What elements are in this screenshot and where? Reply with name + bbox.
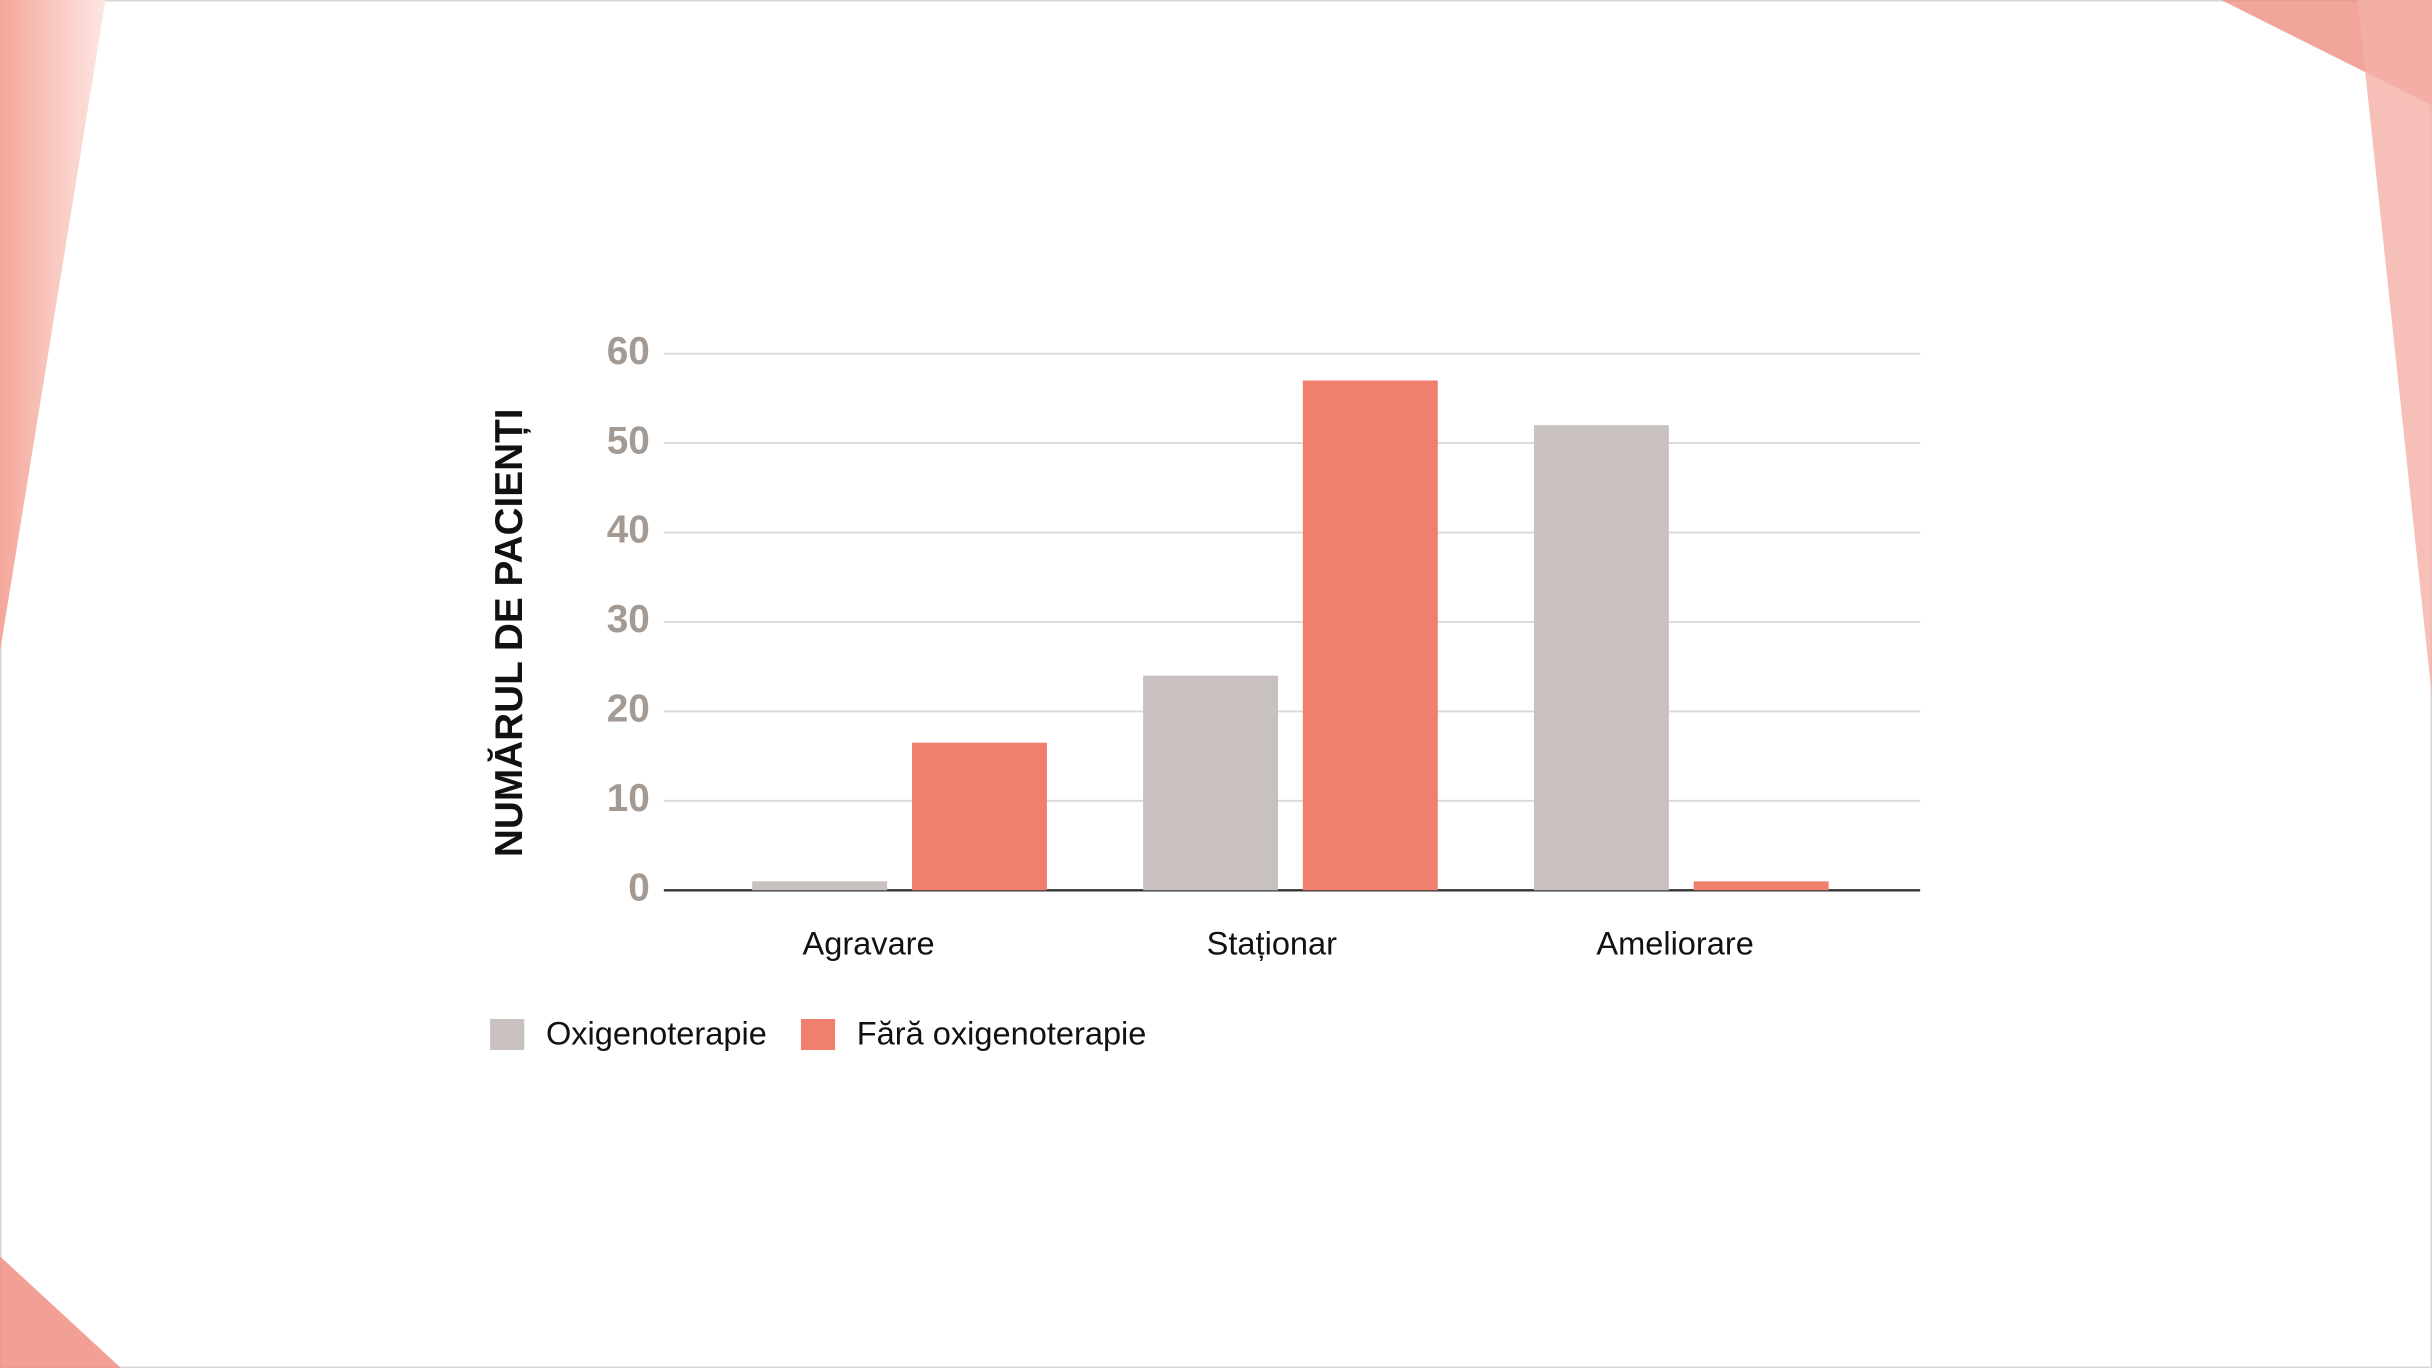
y-tick-label: 60 — [607, 330, 650, 373]
bar — [1693, 881, 1829, 891]
decor — [0, 0, 106, 652]
bar — [1143, 675, 1279, 891]
y-tick-label: 0 — [628, 867, 650, 910]
y-tick-label: 20 — [607, 688, 650, 731]
bar — [1302, 380, 1438, 891]
y-tick-label: 10 — [607, 777, 650, 820]
y-tick-label: 50 — [607, 419, 650, 462]
x-tick-label: Agravare — [803, 926, 935, 962]
legend-label: Fără oxigenoterapie — [857, 1016, 1147, 1052]
decor — [0, 1256, 121, 1368]
y-tick-label: 40 — [607, 509, 650, 552]
legend-swatch — [490, 1019, 525, 1051]
y-axis-title: NUMĂRUL DE PACIENȚI — [487, 408, 531, 857]
bar — [912, 742, 1047, 891]
bar — [752, 881, 888, 891]
y-tick-label: 30 — [607, 598, 650, 641]
x-tick-label: Ameliorare — [1596, 926, 1753, 962]
bar — [1533, 425, 1669, 891]
legend-label: Oxigenoterapie — [546, 1016, 767, 1052]
legend-swatch — [800, 1019, 836, 1051]
x-tick-label: Staționar — [1207, 926, 1337, 962]
